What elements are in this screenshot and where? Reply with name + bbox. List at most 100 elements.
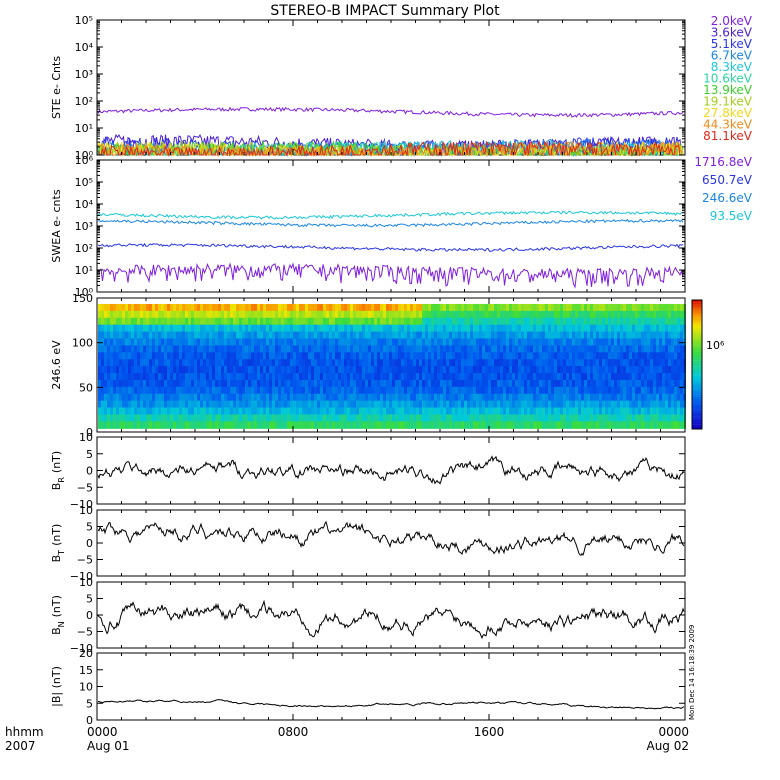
heatmap-cell [449, 317, 452, 326]
heatmap-cell [410, 393, 413, 402]
heatmap-cell [434, 414, 437, 422]
heatmap-cell [296, 338, 299, 346]
heatmap-cell [284, 310, 287, 319]
heatmap-cell [221, 345, 224, 353]
heatmap-column [248, 303, 251, 429]
heatmap-cell [656, 359, 659, 367]
colorbar-cell [692, 377, 702, 380]
heatmap-cell [656, 310, 659, 319]
heatmap-cell [128, 317, 131, 326]
heatmap-cell [173, 386, 176, 395]
heatmap-cell [104, 359, 107, 367]
heatmap-cell [566, 366, 569, 374]
heatmap-cell [668, 366, 671, 374]
heatmap-cell [344, 338, 347, 346]
heatmap-cell [536, 303, 539, 312]
heatmap-cell [488, 407, 491, 416]
heatmap-cell [275, 414, 278, 422]
heatmap-cell [479, 400, 482, 409]
heatmap-cell [320, 414, 323, 422]
heatmap-cell [650, 373, 653, 381]
heatmap-cell [176, 352, 179, 360]
heatmap-cell [371, 324, 374, 333]
heatmap-cell [149, 324, 152, 333]
heatmap-cell [206, 303, 209, 312]
heatmap-column [482, 303, 485, 429]
heatmap-cell [500, 359, 503, 367]
heatmap-cell [209, 414, 212, 422]
heatmap-cell [248, 400, 251, 409]
heatmap-cell [269, 407, 272, 416]
heatmap-cell [326, 373, 329, 381]
heatmap-cell [269, 386, 272, 395]
heatmap-cell [377, 310, 380, 319]
heatmap-cell [386, 345, 389, 353]
heatmap-cell [263, 303, 266, 312]
heatmap-cell [314, 359, 317, 367]
heatmap-cell [509, 317, 512, 326]
heatmap-cell [653, 352, 656, 360]
heatmap-cell [182, 324, 185, 333]
heatmap-cell [347, 338, 350, 346]
heatmap-cell [569, 421, 572, 429]
heatmap-cell [662, 352, 665, 360]
heatmap-cell [380, 393, 383, 402]
heatmap-cell [584, 338, 587, 346]
heatmap-cell [536, 379, 539, 388]
heatmap-cell [623, 421, 626, 429]
heatmap-cell [161, 331, 164, 340]
heatmap-cell [575, 393, 578, 402]
ytick-label: −5 [77, 481, 93, 494]
heatmap-cell [110, 373, 113, 381]
heatmap-cell [668, 317, 671, 326]
heatmap-cell [599, 393, 602, 402]
heatmap-cell [287, 359, 290, 367]
heatmap-cell [536, 359, 539, 367]
heatmap-cell [461, 352, 464, 360]
heatmap-cell [128, 359, 131, 367]
heatmap-cell [242, 338, 245, 346]
heatmap-cell [626, 421, 629, 429]
heatmap-cell [479, 414, 482, 422]
heatmap-cell [365, 421, 368, 429]
heatmap-cell [251, 338, 254, 346]
heatmap-cell [605, 421, 608, 429]
heatmap-cell [578, 379, 581, 388]
heatmap-cell [557, 310, 560, 319]
heatmap-cell [281, 400, 284, 409]
heatmap-cell [491, 359, 494, 367]
heatmap-cell [446, 345, 449, 353]
heatmap-cell [224, 352, 227, 360]
heatmap-cell [377, 407, 380, 416]
heatmap-cell [494, 331, 497, 340]
heatmap-cell [482, 317, 485, 326]
heatmap-cell [275, 373, 278, 381]
heatmap-cell [314, 324, 317, 333]
heatmap-cell [446, 317, 449, 326]
heatmap-cell [533, 310, 536, 319]
heatmap-cell [647, 386, 650, 395]
heatmap-cell [332, 373, 335, 381]
heatmap-cell [491, 379, 494, 388]
heatmap-cell [128, 331, 131, 340]
heatmap-cell [557, 359, 560, 367]
heatmap-cell [167, 414, 170, 422]
heatmap-cell [452, 379, 455, 388]
heatmap-cell [419, 338, 422, 346]
heatmap-cell [119, 400, 122, 409]
heatmap-cell [320, 400, 323, 409]
heatmap-column [590, 303, 593, 429]
heatmap-cell [530, 310, 533, 319]
heatmap-cell [659, 303, 662, 312]
heatmap-cell [530, 359, 533, 367]
colorbar-cell [692, 403, 702, 406]
heatmap-cell [329, 338, 332, 346]
heatmap-cell [116, 386, 119, 395]
heatmap-cell [530, 400, 533, 409]
heatmap-column [545, 303, 548, 429]
heatmap-cell [263, 324, 266, 333]
heatmap-cell [473, 407, 476, 416]
heatmap-cell [629, 338, 632, 346]
heatmap-cell [644, 373, 647, 381]
